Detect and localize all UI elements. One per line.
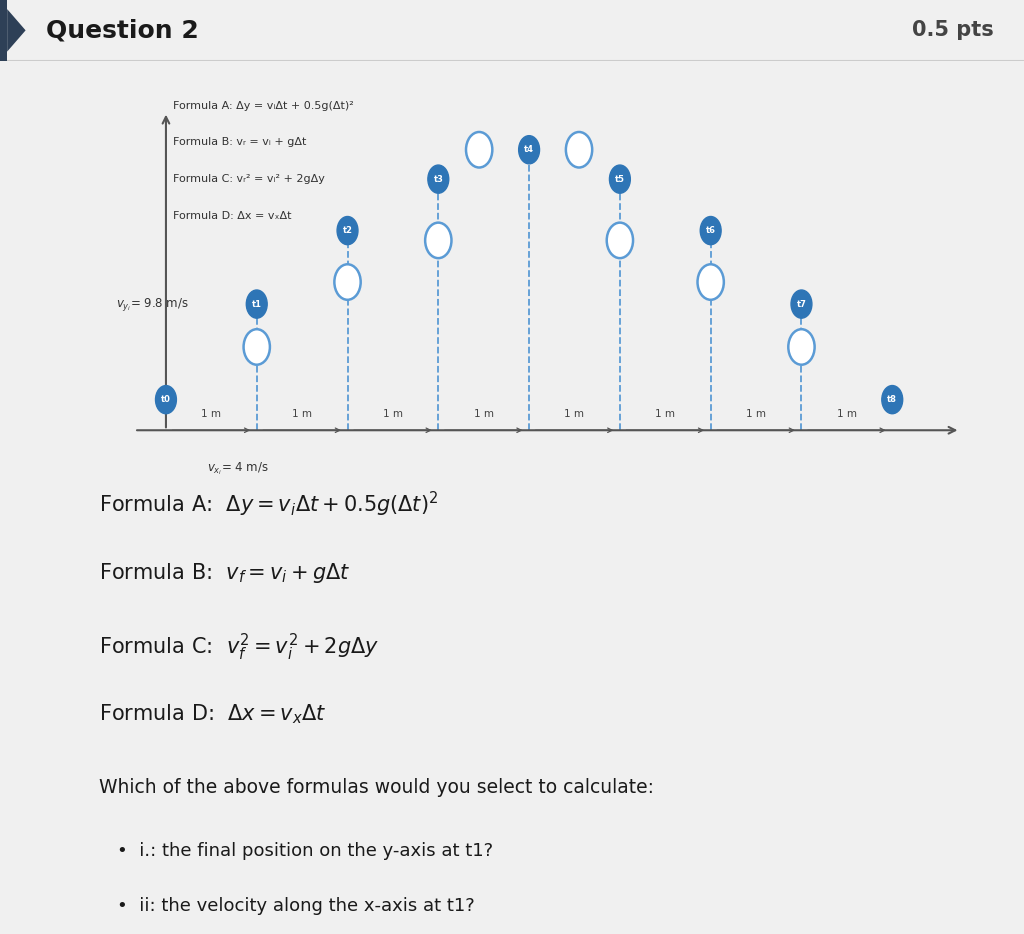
Circle shape [791, 290, 812, 318]
Text: t0: t0 [161, 395, 171, 404]
Text: Formula A:  $\Delta y = v_i\Delta t + 0.5g(\Delta t)^2$: Formula A: $\Delta y = v_i\Delta t + 0.5… [98, 490, 438, 519]
Circle shape [466, 132, 493, 167]
Text: $v_{y_i}$= 9.8 m/s: $v_{y_i}$= 9.8 m/s [116, 295, 188, 313]
Circle shape [700, 217, 721, 245]
Text: t8: t8 [888, 395, 897, 404]
Text: t5: t5 [614, 175, 625, 184]
Text: 1 m: 1 m [564, 409, 585, 419]
Circle shape [244, 329, 270, 364]
Bar [0, 0, 7, 61]
Text: t3: t3 [433, 175, 443, 184]
Text: t4: t4 [524, 146, 535, 154]
Circle shape [788, 329, 815, 364]
Circle shape [337, 217, 358, 245]
Text: 1 m: 1 m [837, 409, 857, 419]
Text: 1 m: 1 m [746, 409, 766, 419]
Circle shape [335, 264, 360, 300]
Circle shape [607, 222, 633, 258]
Circle shape [609, 165, 631, 193]
Circle shape [882, 386, 903, 414]
Text: 1 m: 1 m [655, 409, 675, 419]
Text: Formula A: Δy = vᵢΔt + 0.5g(Δt)²: Formula A: Δy = vᵢΔt + 0.5g(Δt)² [173, 101, 354, 111]
Text: Formula C: vᵣ² = vᵢ² + 2gΔy: Formula C: vᵣ² = vᵢ² + 2gΔy [173, 175, 325, 184]
Text: Which of the above formulas would you select to calculate:: Which of the above formulas would you se… [98, 778, 653, 798]
Text: 1 m: 1 m [474, 409, 494, 419]
Text: 0.5 pts: 0.5 pts [911, 21, 993, 40]
Circle shape [156, 386, 176, 414]
Text: 1 m: 1 m [202, 409, 221, 419]
Circle shape [566, 132, 592, 167]
Text: •  i.: the final position on the y-axis at t1?: • i.: the final position on the y-axis a… [117, 842, 493, 860]
Text: t6: t6 [706, 226, 716, 235]
Text: 1 m: 1 m [383, 409, 402, 419]
Circle shape [428, 165, 449, 193]
Text: t2: t2 [342, 226, 352, 235]
Text: Formula B: vᵣ = vᵢ + gΔt: Formula B: vᵣ = vᵢ + gΔt [173, 137, 306, 148]
Circle shape [697, 264, 724, 300]
Text: 1 m: 1 m [292, 409, 312, 419]
Text: t7: t7 [797, 300, 807, 308]
Text: •  ii: the velocity along the x-axis at t1?: • ii: the velocity along the x-axis at t… [117, 898, 474, 915]
Circle shape [247, 290, 267, 318]
Text: Formula C:  $v_f^2 = v_i^2 + 2g\Delta y$: Formula C: $v_f^2 = v_i^2 + 2g\Delta y$ [98, 632, 379, 663]
Circle shape [519, 135, 540, 163]
Text: $v_{x_i}$= 4 m/s: $v_{x_i}$= 4 m/s [207, 460, 268, 477]
Text: t1: t1 [252, 300, 262, 308]
Text: Formula D: Δx = vₓΔt: Formula D: Δx = vₓΔt [173, 211, 292, 221]
Text: Formula B:  $v_f = v_i + g\Delta t$: Formula B: $v_f = v_i + g\Delta t$ [98, 561, 350, 585]
Text: Formula D:  $\Delta x = v_x\Delta t$: Formula D: $\Delta x = v_x\Delta t$ [98, 702, 327, 727]
Circle shape [425, 222, 452, 258]
Text: Question 2: Question 2 [46, 19, 199, 42]
Polygon shape [7, 9, 26, 51]
